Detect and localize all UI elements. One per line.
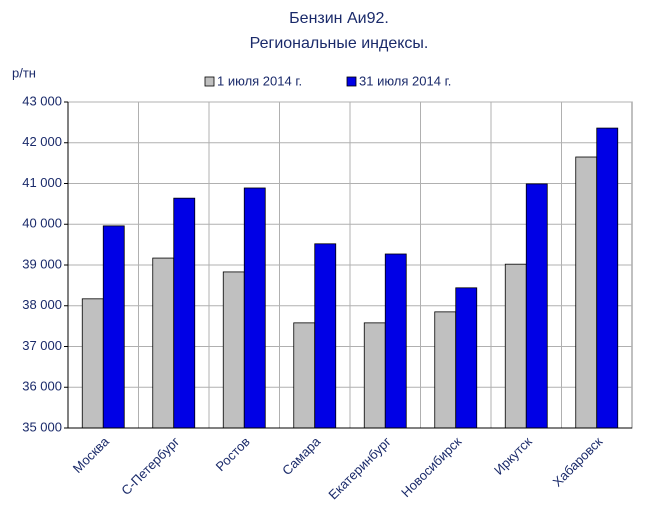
bar <box>222 271 245 429</box>
bar <box>363 322 386 429</box>
y-tick-label: 41 000 <box>22 175 62 190</box>
bar <box>243 187 266 429</box>
bar <box>504 263 527 429</box>
y-tick-label: 38 000 <box>22 297 62 312</box>
y-tick-label: 37 000 <box>22 338 62 353</box>
bar <box>173 197 196 429</box>
y-tick-label: 40 000 <box>22 216 62 231</box>
bar <box>575 156 598 429</box>
bar <box>384 253 407 429</box>
bar <box>455 287 478 429</box>
bar <box>81 298 104 429</box>
y-tick-label: 35 000 <box>22 419 62 434</box>
bar <box>293 322 316 429</box>
bar <box>434 311 457 429</box>
legend-label: 31 июля 2014 г. <box>359 73 451 88</box>
bar <box>314 243 337 429</box>
chart-title: Региональные индексы. <box>250 35 429 52</box>
bar <box>152 257 175 429</box>
legend-label: 1 июля 2014 г. <box>217 73 302 88</box>
y-tick-label: 39 000 <box>22 256 62 271</box>
legend-swatch <box>204 76 215 87</box>
y-tick-label: 43 000 <box>22 93 62 108</box>
y-axis-label: р/тн <box>12 65 36 80</box>
bar <box>596 127 619 429</box>
chart-title: Бензин Аи92. <box>289 10 389 27</box>
legend-swatch <box>346 76 357 87</box>
bar <box>525 183 548 429</box>
y-tick-label: 42 000 <box>22 134 62 149</box>
y-tick-label: 36 000 <box>22 379 62 394</box>
bar <box>102 225 125 429</box>
